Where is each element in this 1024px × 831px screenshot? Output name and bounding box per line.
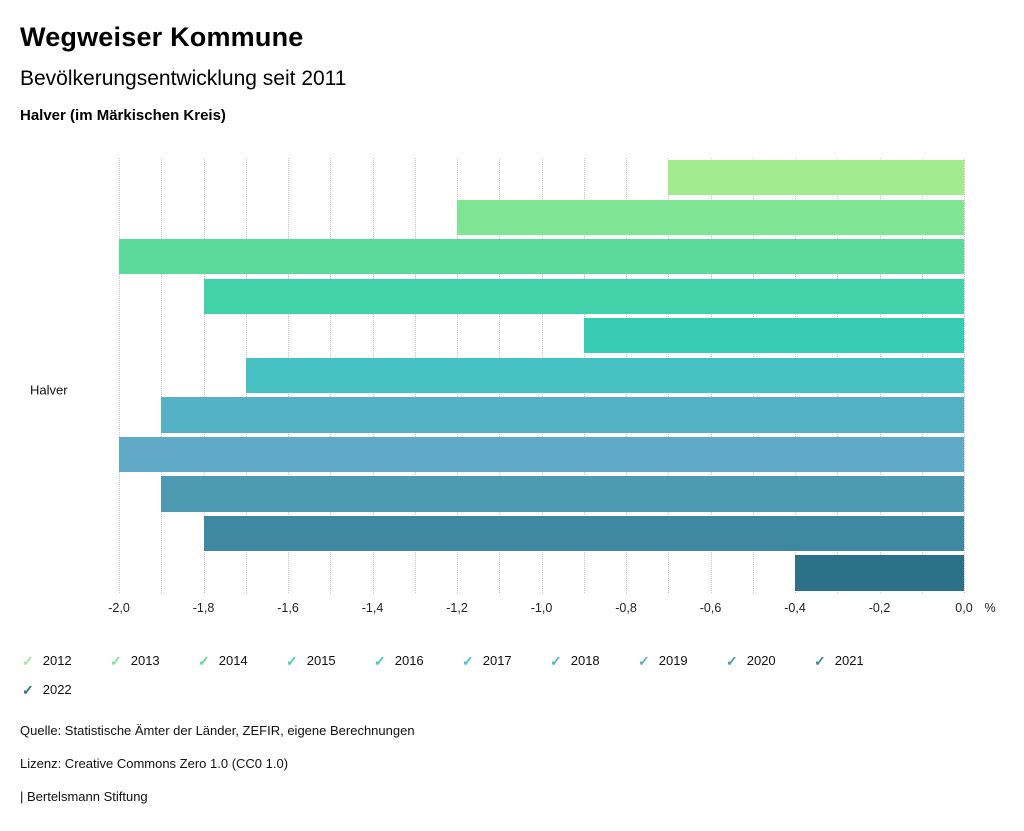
legend-year-label: 2020 (746, 653, 776, 668)
gridline (203, 158, 205, 593)
license-line: Lizenz: Creative Commons Zero 1.0 (CC0 1… (20, 756, 289, 771)
bar-2018[interactable] (161, 397, 964, 433)
y-axis-group-label: Halver (30, 382, 68, 397)
bar-2015[interactable] (203, 278, 964, 314)
bar-2020[interactable] (161, 476, 964, 512)
bar-row-2013 (119, 198, 964, 238)
bar-row-2015 (119, 277, 964, 317)
x-tick-5: -1,0 (530, 601, 553, 615)
check-icon: ✓ (22, 652, 34, 669)
bar-2022[interactable] (795, 555, 964, 591)
x-tick-0: -2,0 (108, 601, 130, 615)
legend-year-label: 2022 (42, 682, 72, 697)
bar-2021[interactable] (203, 515, 964, 552)
gridline (161, 158, 163, 593)
page-title: Wegweiser Kommune (20, 22, 304, 52)
legend-item-2017[interactable]: ✓ 2017 (462, 653, 550, 668)
gridline (119, 158, 120, 593)
legend-item-2013[interactable]: ✓ 2013 (110, 653, 198, 668)
legend-item-2015[interactable]: ✓ 2015 (286, 653, 374, 668)
check-icon: ✓ (814, 652, 826, 669)
x-axis-unit: % (984, 601, 996, 615)
x-axis: -2,0 -1,8 -1,6 -1,4 -1,2 -1,0 -0,8 -0,6 -0,4 -0,2… (108, 601, 995, 621)
legend-year-label: 2021 (834, 653, 864, 668)
x-tick-1: -1,8 (192, 601, 215, 615)
bar-row-2022 (119, 553, 964, 593)
attribution-line: | Bertelsmann Stiftung (20, 789, 148, 804)
check-icon: ✓ (198, 652, 210, 669)
check-icon: ✓ (22, 681, 34, 698)
check-icon: ✓ (726, 652, 738, 669)
legend-item-2021[interactable]: ✓ 2021 (814, 653, 902, 668)
x-tick-9: -0,2 (868, 601, 891, 615)
check-icon: ✓ (638, 652, 650, 669)
x-tick-6: -0,8 (615, 601, 637, 615)
legend-item-2018[interactable]: ✓ 2018 (550, 653, 638, 668)
check-icon: ✓ (286, 652, 298, 669)
gridline (964, 158, 965, 593)
legend-year-label: 2015 (306, 653, 336, 668)
bar-chart: Halver -2,0 -1,8 -1,6 -1,4 -1,2 -1,0 -0,8 -0,6-… (0, 158, 1024, 621)
bar-2017[interactable] (245, 357, 964, 393)
check-icon: ✓ (462, 652, 474, 669)
source-line: Quelle: Statistische Ämter der Länder, Z… (20, 723, 415, 738)
bar-2016[interactable] (583, 318, 964, 354)
bar-2014[interactable] (119, 239, 964, 275)
bar-row-2018 (119, 395, 964, 435)
x-tick-3: -1,4 (361, 601, 384, 615)
x-tick-4: -1,2 (446, 601, 468, 615)
legend-item-2020[interactable]: ✓ 2020 (726, 653, 814, 668)
legend-year-label: 2012 (42, 653, 72, 668)
chart-title: Bevölkerungsentwicklung seit 2011 (20, 67, 347, 90)
bar-row-2017 (119, 356, 964, 396)
legend-item-2016[interactable]: ✓ 2016 (374, 653, 462, 668)
legend-year-label: 2018 (570, 653, 600, 668)
legend-item-2022[interactable]: ✓ 2022 (22, 682, 110, 697)
bar-2013[interactable] (457, 199, 964, 235)
legend-year-label: 2019 (658, 653, 688, 668)
x-tick-7: -0,6 (699, 601, 722, 615)
legend-year-label: 2016 (394, 653, 424, 668)
x-tick-8: -0,4 (784, 601, 806, 615)
footer: Quelle: Statistische Ämter der Länder, Z… (20, 723, 1024, 804)
legend-item-2019[interactable]: ✓ 2019 (638, 653, 726, 668)
legend-year-label: 2013 (130, 653, 160, 668)
check-icon: ✓ (550, 652, 562, 669)
plot-area (119, 158, 965, 593)
check-icon: ✓ (374, 652, 386, 669)
check-icon: ✓ (110, 652, 122, 669)
bar-row-2016 (119, 316, 964, 356)
region-label: Halver (im Märkischen Kreis) (20, 107, 226, 124)
bar-row-2014 (119, 237, 964, 277)
legend-item-2012[interactable]: ✓ 2012 (22, 653, 110, 668)
bar-2019[interactable] (119, 436, 964, 473)
bar-row-2012 (119, 158, 964, 198)
header: Wegweiser Kommune Bevölkerungsentwicklun… (0, 0, 1024, 124)
legend-year-label: 2014 (218, 653, 248, 668)
legend: ✓ 2012 ✓ 2013 ✓ 2014 ✓ 2015 ✓ 2016 ✓ 2017 ✓ 2018 ✓ 2019… (22, 653, 928, 697)
bar-row-2019 (119, 435, 964, 475)
legend-year-label: 2017 (482, 653, 512, 668)
bar-2012[interactable] (668, 160, 964, 196)
bar-row-2020 (119, 474, 964, 514)
legend-item-2014[interactable]: ✓ 2014 (198, 653, 286, 668)
x-tick-10: 0,0 (955, 601, 973, 615)
bar-row-2021 (119, 514, 964, 554)
x-tick-2: -1,6 (277, 601, 299, 615)
